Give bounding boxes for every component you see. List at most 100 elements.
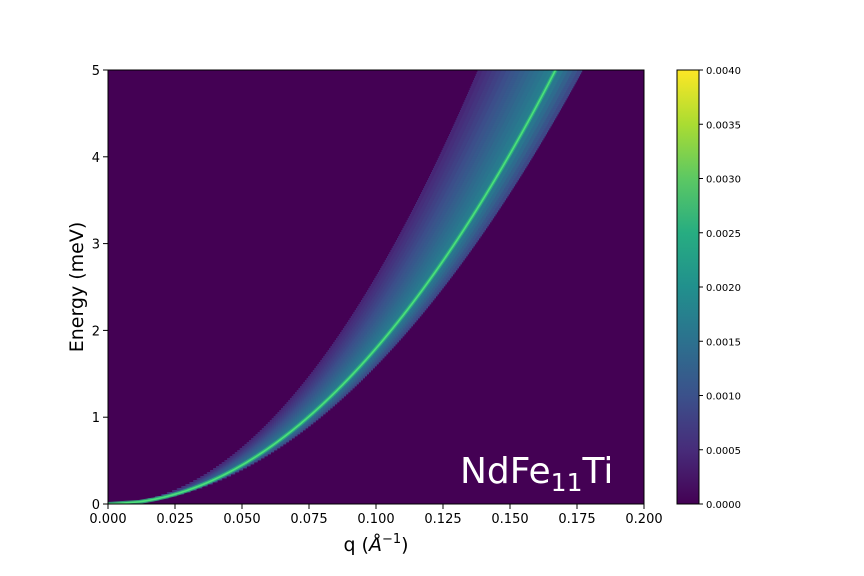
heatmap-cell: [465, 128, 470, 131]
heatmap-cell: [406, 220, 411, 223]
heatmap-cell: [235, 454, 238, 457]
heatmap-cell: [514, 164, 520, 167]
heatmap-cell: [475, 150, 481, 153]
heatmap-cell: [279, 426, 283, 429]
heatmap-cell: [359, 368, 363, 371]
heatmap-cell: [284, 442, 287, 445]
heatmap-cell: [277, 426, 281, 429]
heatmap-cell: [342, 372, 346, 375]
heatmap-cell: [410, 280, 415, 283]
heatmap-cell: [447, 240, 452, 243]
heatmap-cell: [543, 98, 549, 101]
heatmap-cell: [437, 256, 442, 259]
heatmap-cell: [507, 86, 513, 89]
heatmap-cell: [455, 222, 460, 225]
heatmap-cell: [378, 316, 383, 319]
heatmap-cell: [326, 352, 330, 355]
heatmap-cell: [452, 200, 458, 203]
heatmap-cell: [502, 148, 508, 151]
heatmap-cell: [403, 324, 407, 327]
heatmap-cell: [429, 198, 435, 201]
heatmap-cell: [345, 366, 349, 369]
heatmap-cell: [287, 428, 290, 431]
heatmap-cell: [324, 378, 328, 381]
heatmap-cell: [334, 400, 338, 403]
heatmap-cell: [317, 388, 321, 391]
heatmap-cell: [317, 394, 320, 397]
heatmap-cell: [569, 84, 575, 87]
heatmap-cell: [432, 186, 437, 189]
heatmap-cell: [483, 144, 488, 147]
heatmap-cell: [421, 214, 426, 217]
heatmap-cell: [179, 488, 181, 491]
heatmap-cell: [262, 438, 265, 441]
heatmap-cell: [355, 336, 359, 339]
heatmap-cell: [477, 234, 482, 237]
heatmap-cell: [506, 108, 512, 111]
heatmap-cell: [367, 342, 372, 345]
heatmap-cell: [443, 252, 448, 255]
heatmap-cell: [208, 472, 210, 475]
heatmap-cell: [333, 382, 337, 385]
heatmap-cell: [254, 458, 257, 461]
heatmap-cell: [482, 176, 488, 179]
heatmap-cell: [485, 74, 491, 77]
heatmap-cell: [357, 348, 361, 351]
heatmap-cell: [300, 404, 304, 407]
heatmap-cell: [331, 396, 335, 399]
heatmap-cell: [566, 90, 572, 93]
heatmap-cell: [493, 106, 499, 109]
heatmap-cell: [488, 142, 494, 145]
heatmap-cell: [340, 358, 345, 361]
heatmap-cell: [449, 264, 454, 267]
heatmap-cell: [505, 134, 511, 137]
heatmap-cell: [482, 120, 488, 123]
heatmap-cell: [321, 372, 325, 375]
heatmap-cell: [505, 80, 512, 83]
heatmap-cell: [385, 270, 390, 273]
heatmap-cell: [501, 198, 507, 201]
heatmap-cell: [409, 214, 415, 217]
heatmap-cell: [487, 160, 493, 163]
heatmap-cell: [471, 166, 477, 169]
heatmap-cell: [275, 424, 279, 427]
heatmap-cell: [357, 370, 361, 373]
heatmap-cell: [221, 464, 224, 467]
heatmap-cell: [502, 96, 508, 99]
heatmap-cell: [445, 142, 451, 145]
heatmap-cell: [512, 76, 518, 79]
heatmap-cell: [541, 84, 547, 87]
heatmap-cell: [419, 210, 424, 213]
heatmap-cell: [443, 202, 449, 205]
heatmap-cell: [433, 276, 438, 279]
heatmap-cell: [292, 400, 296, 403]
heatmap-cell: [489, 216, 495, 219]
heatmap-cell: [246, 448, 249, 451]
heatmap-cell: [510, 126, 516, 129]
heatmap-cell: [387, 308, 392, 311]
heatmap-cell: [546, 116, 552, 119]
heatmap-cell: [445, 270, 450, 273]
heatmap-cell: [439, 282, 444, 285]
heatmap-cell: [354, 328, 359, 331]
heatmap-cell: [434, 204, 440, 207]
heatmap-cell: [545, 126, 551, 129]
heatmap-cell: [332, 402, 335, 405]
heatmap-cell: [263, 430, 266, 433]
heatmap-cell: [356, 312, 361, 315]
heatmap-cell: [479, 226, 484, 229]
heatmap-cell: [401, 302, 406, 305]
heatmap-cell: [442, 278, 447, 281]
heatmap-cell: [386, 326, 391, 329]
heatmap-cell: [338, 392, 342, 395]
heatmap-cell: [344, 334, 349, 337]
heatmap-cell: [440, 234, 445, 237]
heatmap-cell: [311, 416, 315, 419]
heatmap-cell: [497, 178, 503, 181]
heatmap-cell: [418, 274, 422, 277]
heatmap-cell: [258, 438, 261, 441]
heatmap-cell: [334, 356, 338, 359]
heatmap-cell: [435, 236, 440, 239]
heatmap-cell: [466, 176, 471, 179]
heatmap-cell: [241, 468, 244, 471]
